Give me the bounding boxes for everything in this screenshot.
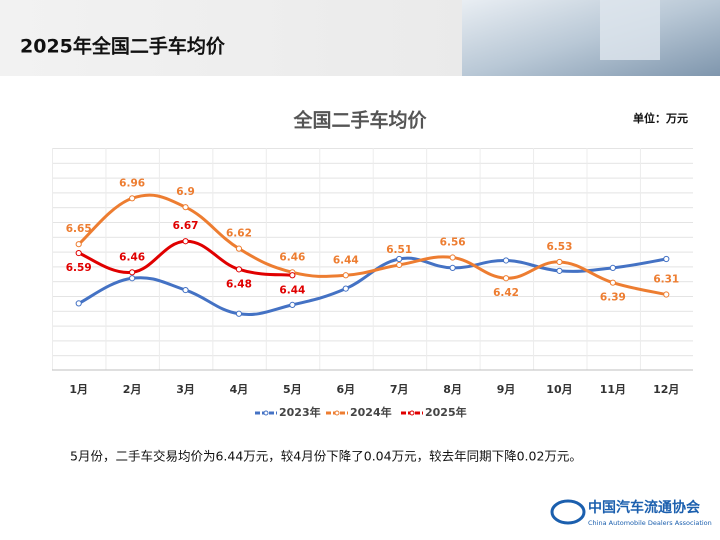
x-tick-label: 12月 <box>653 383 679 396</box>
legend-dot <box>334 410 340 416</box>
data-point <box>182 204 189 211</box>
data-label: 6.53 <box>546 241 572 253</box>
data-label: 6.31 <box>653 274 679 286</box>
data-label: 6.44 <box>333 254 359 266</box>
chart-title: 全国二手车均价 <box>292 109 427 132</box>
data-point <box>609 279 616 286</box>
data-point <box>449 264 456 271</box>
x-tick-label: 6月 <box>336 383 355 396</box>
data-label: 6.67 <box>173 220 199 232</box>
x-tick-label: 9月 <box>497 383 516 396</box>
logo-english: China Automobile Dealers Association <box>588 519 712 527</box>
data-point <box>235 266 243 273</box>
data-point <box>449 254 456 261</box>
legend-label: 2024年 <box>350 405 392 419</box>
x-tick-label: 2月 <box>123 383 142 396</box>
x-tick-label: 7月 <box>390 383 409 396</box>
data-label: 6.48 <box>226 278 252 290</box>
data-point <box>75 241 82 248</box>
data-point <box>75 249 82 257</box>
data-point <box>182 286 189 294</box>
data-label: 6.51 <box>386 244 412 256</box>
legend-dot <box>409 410 415 416</box>
data-point <box>235 245 243 252</box>
x-tick-label: 11月 <box>600 383 626 396</box>
data-point <box>556 267 563 274</box>
data-point <box>342 285 349 292</box>
data-label: 6.42 <box>493 287 519 299</box>
data-label: 6.9 <box>176 186 195 198</box>
data-point <box>129 195 136 202</box>
note: 5月份，二手车交易均价为6.44万元，较4月份下降了0.04万元，较去年同期下降… <box>70 449 582 464</box>
data-label: 6.65 <box>66 223 92 235</box>
header-image <box>462 0 720 76</box>
data-label: 6.44 <box>279 284 305 296</box>
data-point <box>289 272 296 279</box>
data-point <box>235 310 243 317</box>
data-point <box>75 300 82 307</box>
x-tick-label: 1月 <box>69 383 88 396</box>
data-point <box>502 257 510 264</box>
plot: 1月 2月 3月 4月 5月 6月 7月 8月 9月 10月 11月 12月 6.65 6.96 6.9 6.… <box>52 177 693 419</box>
data-label: 6.56 <box>440 237 466 249</box>
logo: 中国汽车流通协会 China Automobile Dealers Associ… <box>550 499 712 527</box>
data-point <box>556 258 563 266</box>
data-label: 6.62 <box>226 228 252 240</box>
unit-label: 单位：万元 <box>633 111 688 125</box>
data-label: 6.46 <box>279 251 305 263</box>
data-point <box>663 255 670 263</box>
legend-label: 2023年 <box>279 405 321 419</box>
data-point <box>182 238 189 245</box>
x-tick-label: 8月 <box>443 383 462 396</box>
plot-grid <box>52 148 693 370</box>
header-title: 2025年全国二手车均价 <box>20 35 226 58</box>
data-point <box>342 272 349 279</box>
header-cube <box>600 0 660 60</box>
logo-mark <box>550 499 586 525</box>
data-point <box>129 269 136 276</box>
logo-name: 中国汽车流通协会 <box>588 499 701 516</box>
x-tick-label: 10月 <box>546 383 572 396</box>
x-tick-label: 3月 <box>176 383 195 396</box>
data-point <box>396 261 403 269</box>
legend-label: 2025年 <box>425 405 467 419</box>
data-point <box>129 275 136 282</box>
data-point <box>663 291 670 298</box>
x-tick-label: 4月 <box>230 383 249 396</box>
data-point <box>609 264 616 271</box>
data-point <box>502 275 510 282</box>
data-label: 6.46 <box>119 251 145 263</box>
data-label: 6.59 <box>66 262 92 274</box>
data-point <box>289 301 296 308</box>
data-label: 6.39 <box>600 292 626 304</box>
legend-dot <box>263 410 269 416</box>
x-tick-label: 5月 <box>283 383 302 396</box>
data-point <box>396 255 403 263</box>
data-label: 6.96 <box>119 177 145 189</box>
